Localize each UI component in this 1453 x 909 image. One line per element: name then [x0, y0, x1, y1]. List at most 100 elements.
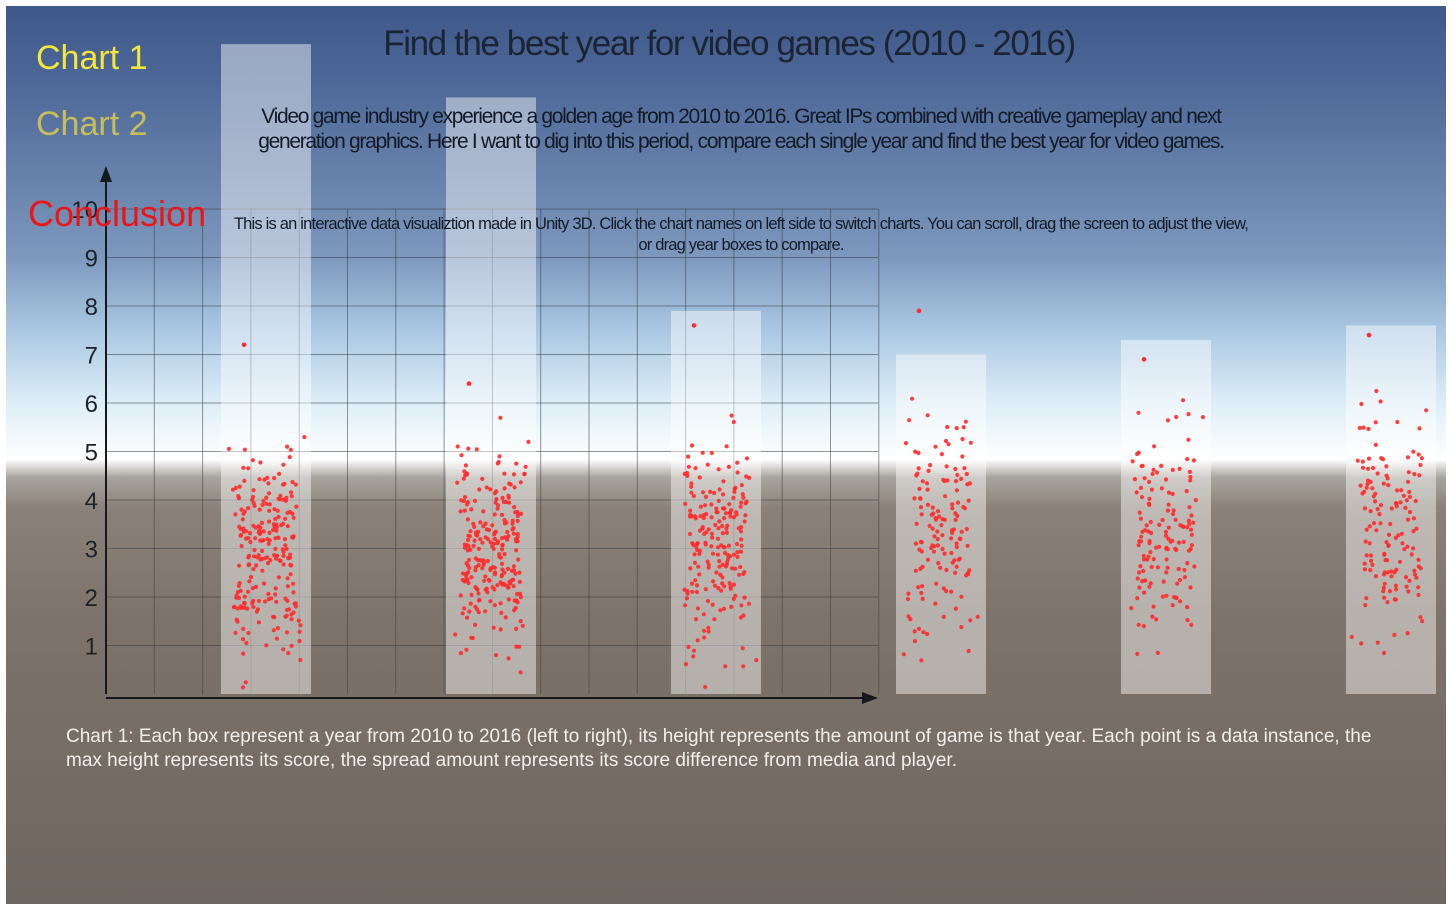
data-point: [514, 461, 519, 466]
unity-scene-viewport[interactable]: 1 2 3 4 5 6 7 8 9 10 Chart 1 Chart 2 Conclusion F…: [6, 6, 1446, 904]
data-point: [237, 563, 242, 568]
data-point: [732, 489, 737, 494]
data-point: [949, 589, 954, 594]
year-box-2014[interactable]: [1121, 339, 1211, 694]
data-point-max: [691, 323, 697, 328]
data-point: [288, 552, 293, 557]
data-point: [517, 570, 522, 575]
data-point: [1386, 543, 1391, 548]
data-point: [461, 476, 466, 481]
data-point: [238, 533, 243, 538]
data-point: [1138, 564, 1143, 569]
data-point: [1147, 539, 1152, 544]
data-point: [961, 504, 966, 510]
data-point: [233, 512, 238, 517]
data-point: [1405, 544, 1410, 549]
data-point: [1385, 570, 1390, 575]
data-point: [460, 611, 465, 616]
data-point: [294, 504, 299, 509]
data-point: [465, 517, 470, 522]
data-point: [511, 531, 516, 536]
data-point: [723, 564, 729, 569]
data-point: [1384, 558, 1390, 563]
data-point: [1389, 574, 1394, 579]
data-point: [289, 617, 294, 622]
data-point: [1369, 558, 1374, 563]
data-point: [471, 521, 476, 527]
data-point: [1414, 575, 1419, 580]
data-point: [942, 478, 947, 484]
year-box-2011[interactable]: [446, 97, 536, 694]
data-point: [243, 680, 248, 685]
data-point: [473, 585, 478, 590]
data-point: [1414, 526, 1419, 531]
data-point: [1185, 525, 1190, 530]
data-point: [685, 470, 690, 476]
year-box-2010[interactable]: [221, 44, 311, 695]
data-point: [465, 538, 471, 543]
data-point: [1136, 543, 1141, 548]
data-point: [498, 601, 503, 606]
data-point: [717, 487, 722, 492]
data-point: [515, 539, 520, 544]
data-point: [1368, 553, 1374, 558]
data-point: [281, 497, 286, 502]
data-point: [476, 529, 481, 535]
data-point: [526, 439, 531, 444]
data-point: [466, 580, 471, 586]
data-point: [280, 547, 285, 552]
data-point: [719, 588, 724, 593]
data-point: [499, 561, 505, 567]
data-point: [959, 476, 964, 481]
data-point: [480, 566, 485, 571]
data-point: [1137, 570, 1142, 575]
data-point: [1382, 650, 1387, 656]
data-point: [733, 566, 738, 571]
data-point: [467, 557, 472, 563]
data-point: [1166, 502, 1171, 507]
data-point: [1407, 509, 1413, 515]
data-point: [701, 612, 706, 617]
data-point: [683, 662, 689, 667]
data-point: [499, 574, 504, 579]
data-point: [291, 515, 296, 520]
nav-conclusion-link[interactable]: Conclusion: [28, 193, 207, 234]
data-point: [1144, 523, 1149, 528]
data-point: [716, 526, 721, 531]
data-point: [950, 560, 955, 565]
data-point: [1349, 634, 1354, 640]
data-point: [1175, 581, 1180, 586]
data-point: [465, 548, 470, 553]
nav-chart2-link[interactable]: Chart 2: [36, 105, 148, 143]
data-point: [1165, 508, 1170, 513]
data-point: [266, 491, 272, 496]
data-point: [252, 503, 257, 508]
data-point: [247, 531, 253, 536]
data-point: [1392, 632, 1397, 638]
data-point: [921, 630, 926, 635]
data-point: [1129, 606, 1134, 611]
data-point: [1420, 619, 1425, 624]
data-point: [474, 607, 480, 612]
data-point: [1371, 465, 1376, 471]
data-point: [476, 563, 481, 568]
data-point: [1138, 516, 1143, 521]
nav-chart1-link[interactable]: Chart 1: [36, 39, 148, 77]
data-point: [1407, 494, 1412, 499]
year-box-chart[interactable]: 1 2 3 4 5 6 7 8 9 10: [6, 6, 1446, 904]
data-point: [1381, 481, 1386, 486]
data-point: [283, 543, 288, 548]
data-point: [488, 487, 493, 492]
data-point: [1159, 486, 1164, 491]
data-point: [252, 547, 257, 553]
data-point: [1363, 539, 1368, 544]
data-point: [716, 467, 721, 472]
data-point: [918, 496, 923, 501]
data-point: [467, 565, 472, 571]
data-point: [916, 450, 921, 456]
data-point: [1402, 547, 1407, 552]
data-point: [1166, 490, 1172, 495]
data-point: [691, 493, 697, 499]
data-point: [1357, 425, 1362, 431]
data-point: [274, 528, 279, 533]
